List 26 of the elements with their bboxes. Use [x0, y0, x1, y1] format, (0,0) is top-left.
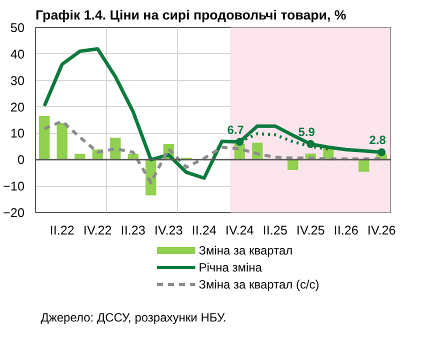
x-tick-label: II.24 [192, 224, 216, 238]
y-tick-label: 50 [10, 21, 24, 35]
legend-label: Зміна за квартал (с/с) [198, 278, 320, 292]
x-tick-label: II.22 [50, 224, 74, 238]
legend-label: Зміна за квартал [198, 244, 293, 258]
x-tick-label: II.23 [120, 224, 146, 238]
x-tick-label: IV.26 [367, 224, 396, 238]
y-tick-label: 20 [10, 100, 24, 114]
chart-title: Графік 1.4. Ціни на сирі продовольчі товари, % [36, 8, 346, 22]
y-tick-label: 0 [17, 153, 25, 168]
x-tick-label: IV.25 [296, 224, 325, 238]
x-tick-label: IV.22 [83, 224, 112, 238]
text: Джерело: ДССУ, розрахунки НБУ. [40, 310, 226, 324]
y-tick-label: 10 [10, 126, 24, 141]
legend-label: Річна зміна [198, 260, 262, 274]
x-tick-label: IV.24 [225, 224, 254, 238]
y-tick-label: −20 [3, 206, 24, 220]
x-tick-label: II.25 [262, 224, 288, 238]
data-label: 5.9 [298, 125, 316, 140]
y-tick-label: −10 [3, 180, 24, 194]
x-tick-label: II.26 [334, 224, 358, 238]
y-tick-label: 30 [10, 74, 24, 88]
data-label: 2.8 [369, 133, 386, 148]
data-label: 6.7 [227, 122, 244, 137]
x-tick-label: IV.23 [154, 224, 183, 238]
y-tick-label: 40 [10, 47, 24, 62]
